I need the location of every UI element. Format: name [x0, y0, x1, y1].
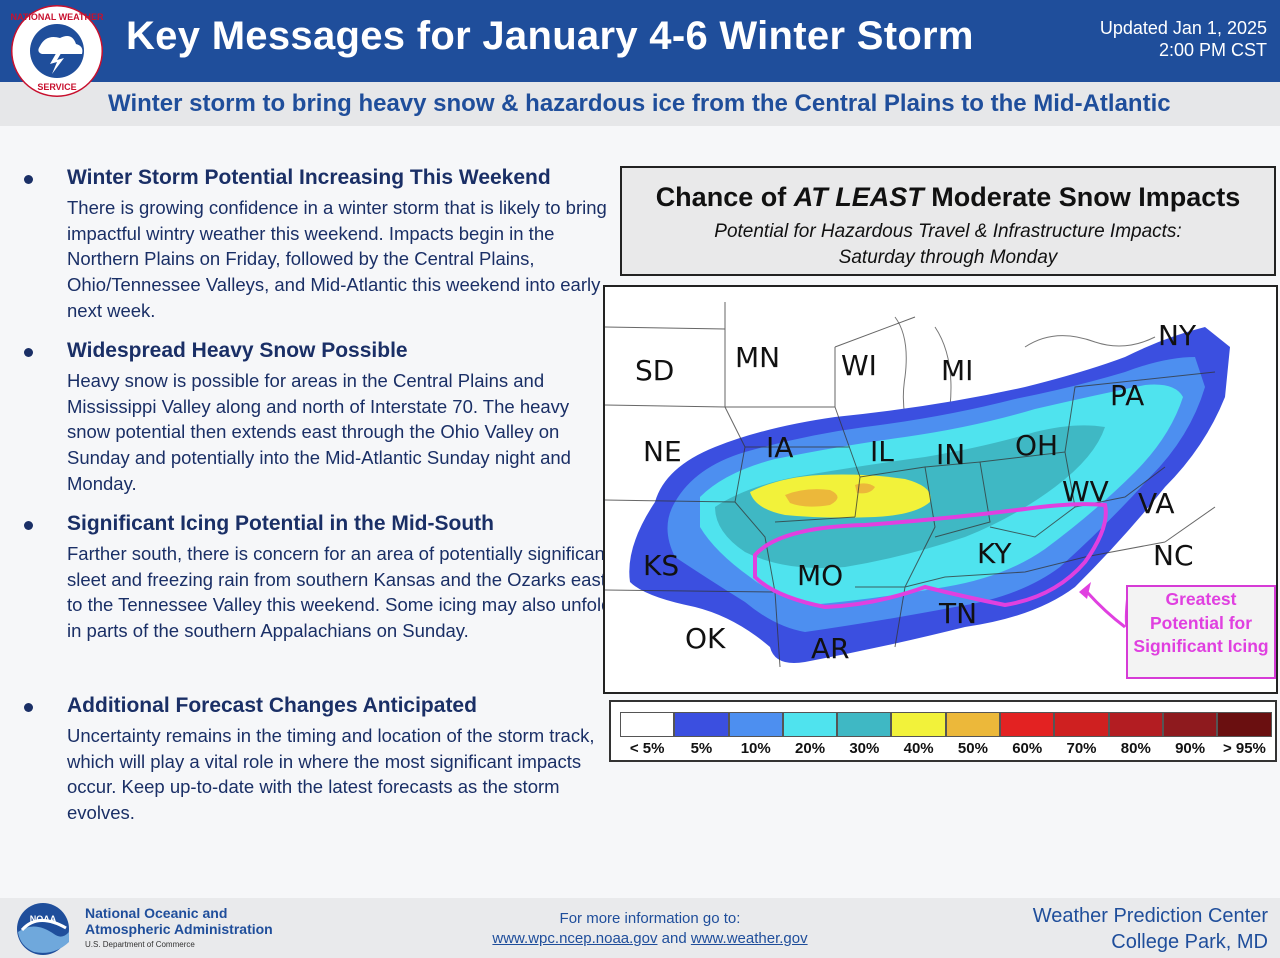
state-label: KY — [977, 537, 1012, 570]
legend-swatch — [1000, 712, 1055, 737]
legend-label: 60% — [1012, 740, 1043, 757]
key-message-heading: Significant Icing Potential in the Mid-S… — [67, 512, 494, 535]
wpc-name: Weather Prediction Center — [1032, 905, 1268, 927]
wpc-location: Weather Prediction Center College Park, … — [1033, 903, 1268, 955]
state-label: WV — [1062, 475, 1109, 508]
updated-date: Updated Jan 1, 2025 — [1099, 18, 1267, 38]
more-info: For more information go to: www.wpc.ncep… — [440, 909, 860, 949]
key-message-body: Heavy snow is possible for areas in the … — [67, 370, 571, 494]
map-graphic — [605, 302, 1230, 668]
legend-swatch — [945, 712, 1001, 737]
state-label: AR — [811, 632, 850, 665]
legend-labels: < 5% 5% 10% 20% 30% 40% 50% 60% 70% 80% 90% > 95% — [620, 740, 1272, 757]
state-label: TN — [939, 597, 978, 630]
state-label: OK — [685, 622, 726, 655]
legend-swatch — [674, 712, 729, 737]
more-info-label: For more information go to: — [559, 910, 741, 927]
state-label: VA — [1138, 487, 1175, 520]
noaa-badge-text: NOAA — [30, 914, 57, 924]
state-label: MI — [941, 354, 974, 387]
map-title-emphasis: AT LEAST — [793, 182, 924, 212]
svg-text:NATIONAL WEATHER: NATIONAL WEATHER — [11, 12, 104, 22]
nws-logo-icon: NATIONAL WEATHER SERVICE — [11, 5, 104, 97]
legend-label: 80% — [1120, 740, 1151, 757]
legend-label: 70% — [1066, 740, 1097, 757]
state-label: OH — [1015, 429, 1059, 462]
state-label: NC — [1153, 539, 1194, 572]
noaa-department: U.S. Department of Commerce — [85, 940, 195, 949]
state-label: KS — [643, 549, 680, 582]
snow-probability-map: SD MN WI MI NY PA NE IA IL IN OH WV VA K… — [603, 285, 1278, 694]
map-title-post: Moderate Snow Impacts — [923, 182, 1241, 212]
icing-callout: Greatest Potential for Significant Icing — [1126, 585, 1276, 679]
legend-label: 30% — [849, 740, 880, 757]
key-message-heading: Widespread Heavy Snow Possible — [67, 339, 408, 362]
noaa-org-name: National Oceanic and Atmospheric Adminis… — [85, 905, 273, 937]
key-message-heading: Additional Forecast Changes Anticipated — [67, 694, 477, 717]
updated-timestamp: Updated Jan 1, 2025 2:00 PM CST — [1100, 17, 1267, 61]
legend-swatch — [1217, 712, 1272, 737]
key-message-body: Farther south, there is concern for an a… — [67, 543, 612, 642]
legend-swatch — [1054, 712, 1109, 737]
legend-swatch — [891, 712, 946, 737]
state-label: SD — [635, 354, 675, 387]
legend-swatch — [837, 712, 892, 737]
legend-label: 5% — [690, 740, 713, 757]
noaa-logo-icon: NOAA — [17, 903, 69, 955]
legend-swatch — [1162, 712, 1218, 737]
legend-label: 10% — [740, 740, 771, 757]
legend-label: 20% — [795, 740, 826, 757]
map-title-pre: Chance of — [655, 182, 794, 212]
state-label: MO — [797, 559, 844, 592]
state-label: IN — [936, 438, 966, 471]
bullet-icon — [24, 175, 33, 184]
state-label: WI — [841, 349, 877, 382]
map-title: Chance of AT LEAST Moderate Snow Impacts — [622, 182, 1274, 213]
state-label: NE — [643, 435, 682, 468]
legend-label: 40% — [903, 740, 934, 757]
weather-gov-link[interactable]: www.weather.gov — [690, 930, 808, 947]
noaa-org-line2: Atmospheric Administration — [85, 921, 273, 937]
header-bar — [0, 0, 1280, 82]
legend-swatches — [620, 712, 1272, 737]
page-subtitle: Winter storm to bring heavy snow & hazar… — [108, 90, 1171, 117]
state-label: IA — [766, 431, 794, 464]
bullet-icon — [24, 521, 33, 530]
page-title: Key Messages for January 4-6 Winter Stor… — [126, 14, 974, 58]
key-message-body: Uncertainty remains in the timing and lo… — [67, 725, 595, 824]
legend-swatch — [620, 712, 675, 737]
legend-swatch — [1108, 712, 1163, 737]
legend-label: 90% — [1175, 740, 1206, 757]
map-legend: < 5% 5% 10% 20% 30% 40% 50% 60% 70% 80% 90% > 95% — [609, 700, 1277, 762]
legend-label: < 5% — [629, 740, 665, 757]
map-subtitle-line2: Saturday through Monday — [838, 247, 1058, 268]
map-subtitle: Potential for Hazardous Travel & Infrast… — [622, 219, 1274, 271]
link-separator: and — [657, 930, 691, 947]
legend-label: > 95% — [1222, 740, 1266, 757]
wpc-link[interactable]: www.wpc.ncep.noaa.gov — [492, 930, 658, 947]
map-subtitle-line1: Potential for Hazardous Travel & Infrast… — [714, 221, 1182, 242]
map-title-box: Chance of AT LEAST Moderate Snow Impacts… — [620, 166, 1276, 276]
svg-text:SERVICE: SERVICE — [37, 82, 76, 92]
legend-swatch — [782, 712, 838, 737]
footer-bar — [0, 898, 1280, 958]
subtitle-bar — [0, 82, 1280, 126]
state-label: MN — [735, 341, 781, 374]
bullet-icon — [24, 703, 33, 712]
state-label: IL — [870, 435, 894, 468]
bullet-icon — [24, 348, 33, 357]
legend-label: 50% — [957, 740, 988, 757]
wpc-city: College Park, MD — [1111, 931, 1268, 953]
state-label: NY — [1158, 319, 1197, 352]
noaa-org-line1: National Oceanic and — [85, 905, 228, 921]
key-message-heading: Winter Storm Potential Increasing This W… — [67, 166, 551, 189]
state-label: PA — [1110, 379, 1145, 412]
updated-time: 2:00 PM CST — [1158, 40, 1267, 60]
key-message-body: There is growing confidence in a winter … — [67, 197, 607, 321]
legend-swatch — [728, 712, 783, 737]
